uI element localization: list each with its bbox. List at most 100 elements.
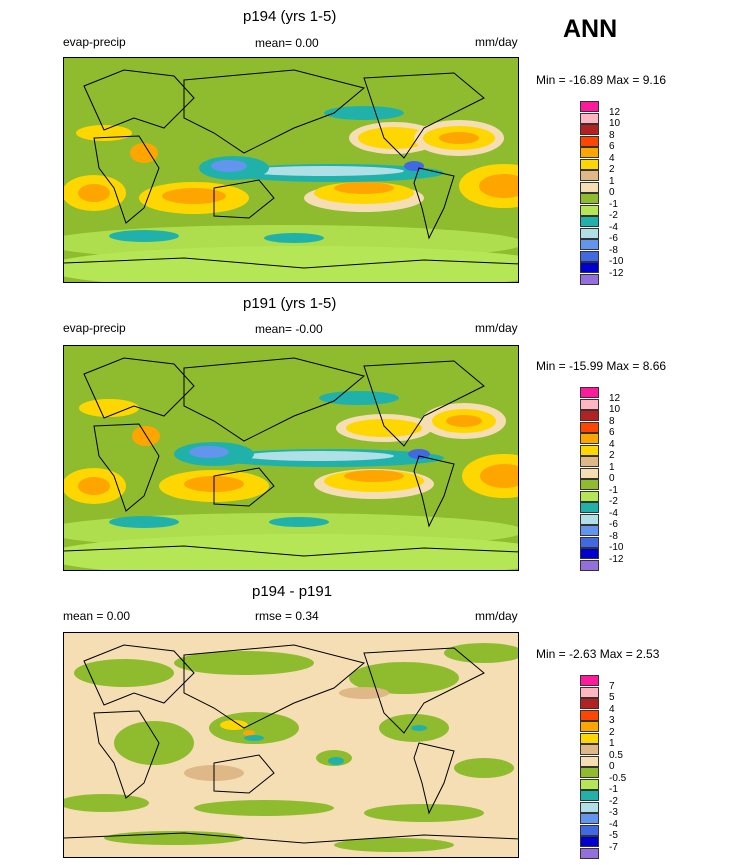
colorbar-label: -10 xyxy=(609,542,624,553)
colorbar-swatch xyxy=(580,421,599,433)
panel3-title: p194 - p191 xyxy=(252,583,333,600)
colorbar-swatch xyxy=(580,170,599,181)
colorbar-swatch xyxy=(580,273,599,285)
panel3-rmse: rmse = 0.34 xyxy=(255,609,319,623)
season-label: ANN xyxy=(563,15,618,43)
colorbar-swatch xyxy=(580,698,599,709)
colorbar-swatch xyxy=(580,790,599,801)
colorbar-label: 4 xyxy=(609,703,615,715)
panel2-left-text: evap-precip xyxy=(63,321,126,335)
panel2-units: mm/day xyxy=(475,321,518,335)
colorbar-swatch xyxy=(580,387,599,398)
panel2-title: p191 (yrs 1-5) xyxy=(243,295,337,312)
colorbar-label: -1 xyxy=(609,484,618,496)
colorbar-label: -8 xyxy=(609,530,618,542)
colorbar-label: 0 xyxy=(609,761,615,772)
colorbar-swatch xyxy=(580,502,599,513)
colorbar-label: -2 xyxy=(609,496,618,507)
colorbar-swatch xyxy=(580,732,599,744)
colorbar-label: 5 xyxy=(609,692,615,703)
colorbar-label: 8 xyxy=(609,415,615,427)
colorbar-swatch xyxy=(580,744,599,755)
colorbar-label: 10 xyxy=(609,118,621,129)
colorbar-label: -0.5 xyxy=(609,772,627,784)
colorbar-label: -4 xyxy=(609,818,618,830)
colorbar-swatch xyxy=(580,513,599,525)
colorbar-label: 12 xyxy=(609,392,621,404)
colorbar-label: -10 xyxy=(609,256,624,267)
panel2-minmax: Min = -15.99 Max = 8.66 xyxy=(536,359,667,373)
panel2-mean: mean= -0.00 xyxy=(255,322,323,336)
panel3-map xyxy=(63,632,519,858)
colorbar-label: -12 xyxy=(609,553,624,565)
colorbar-swatch xyxy=(580,204,599,216)
colorbar-label: 3 xyxy=(609,715,615,726)
panel1-minmax: Min = -16.89 Max = 9.16 xyxy=(536,73,667,87)
colorbar-label: -12 xyxy=(609,267,624,279)
panel1-left-text: evap-precip xyxy=(63,35,126,49)
colorbar-swatch xyxy=(580,181,599,193)
colorbar-label: 4 xyxy=(609,152,615,164)
colorbar-label: -2 xyxy=(609,795,618,807)
colorbar-swatch xyxy=(580,456,599,467)
colorbar-label: 6 xyxy=(609,141,615,152)
colorbar-swatch xyxy=(580,193,599,204)
colorbar-label: 10 xyxy=(609,404,621,415)
colorbar-swatch xyxy=(580,847,599,859)
colorbar-label: 7 xyxy=(609,680,615,692)
colorbar-swatch xyxy=(580,135,599,147)
colorbar-label: -5 xyxy=(609,830,618,841)
panel1-map xyxy=(63,57,519,283)
colorbar-swatch xyxy=(580,101,599,112)
colorbar-swatch xyxy=(580,675,599,686)
colorbar-label: -1 xyxy=(609,198,618,210)
colorbar-label: 4 xyxy=(609,438,615,450)
colorbar-label: 2 xyxy=(609,164,615,175)
colorbar-swatch xyxy=(580,824,599,836)
panel3-units: mm/day xyxy=(475,609,518,623)
colorbar-swatch xyxy=(580,836,599,847)
colorbar-swatch xyxy=(580,433,599,444)
colorbar-swatch xyxy=(580,755,599,767)
colorbar-swatch xyxy=(580,216,599,227)
colorbar-label: 2 xyxy=(609,450,615,461)
colorbar-label: 0 xyxy=(609,473,615,484)
colorbar-label: -1 xyxy=(609,784,618,795)
panel1-mean: mean= 0.00 xyxy=(255,36,319,50)
colorbar-label: -4 xyxy=(609,507,618,519)
colorbar-label: 1 xyxy=(609,461,615,473)
colorbar-label: 2 xyxy=(609,726,615,738)
colorbar-swatch xyxy=(580,398,599,410)
colorbar-label: -4 xyxy=(609,221,618,233)
colorbar-swatch xyxy=(580,536,599,548)
colorbar-swatch xyxy=(580,262,599,273)
colorbar-swatch xyxy=(580,767,599,778)
colorbar-label: -7 xyxy=(609,841,618,853)
colorbar-swatch xyxy=(580,525,599,536)
colorbar-swatch xyxy=(580,801,599,813)
colorbar-swatch xyxy=(580,721,599,732)
colorbar-swatch xyxy=(580,479,599,490)
colorbar-swatch xyxy=(580,709,599,721)
panel3-mean: mean = 0.00 xyxy=(63,609,131,623)
colorbar-swatch xyxy=(580,250,599,262)
colorbar-swatch xyxy=(580,124,599,135)
colorbar-swatch xyxy=(580,239,599,250)
colorbar-label: 0.5 xyxy=(609,749,623,761)
colorbar-label: 12 xyxy=(609,106,621,118)
colorbar-swatch xyxy=(580,548,599,559)
colorbar-label: -2 xyxy=(609,210,618,221)
colorbar-swatch xyxy=(580,147,599,158)
colorbar-label: 1 xyxy=(609,175,615,187)
panel1-title: p194 (yrs 1-5) xyxy=(243,8,337,25)
panel2-map xyxy=(63,345,519,571)
colorbar-swatch xyxy=(580,444,599,456)
colorbar-swatch xyxy=(580,227,599,239)
colorbar-label: -3 xyxy=(609,807,618,818)
colorbar-swatch xyxy=(580,467,599,479)
colorbar-swatch xyxy=(580,813,599,824)
colorbar-label: 0 xyxy=(609,187,615,198)
colorbar-label: -6 xyxy=(609,519,618,530)
colorbar-swatch xyxy=(580,112,599,124)
colorbar-swatch xyxy=(580,158,599,170)
